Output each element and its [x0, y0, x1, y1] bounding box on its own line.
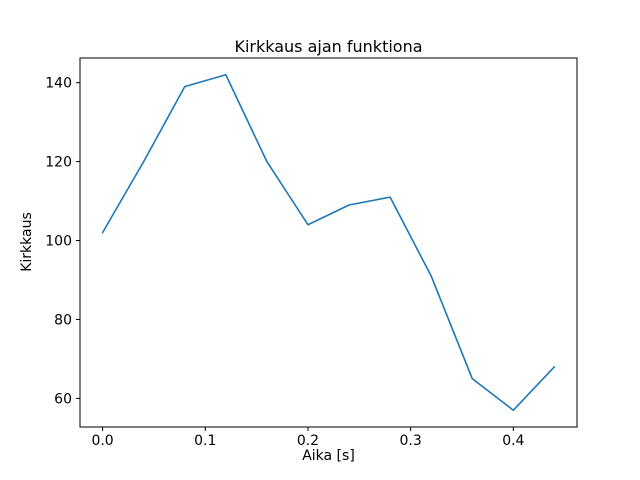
y-tick-label: 60 [54, 391, 72, 407]
chart-title: Kirkkaus ajan funktiona [234, 37, 423, 56]
y-tick-label: 100 [45, 234, 72, 250]
axes-frame [79, 57, 578, 428]
x-tick-label: 0.0 [91, 433, 113, 449]
y-tick-label: 140 [45, 76, 72, 92]
x-tick-label: 0.4 [502, 433, 524, 449]
y-tick-label: 80 [54, 312, 72, 328]
x-axis-label: Aika [s] [302, 448, 355, 464]
x-tick-label: 0.3 [400, 433, 422, 449]
y-tick-label: 120 [45, 155, 72, 171]
x-tick-label: 0.1 [194, 433, 216, 449]
x-tick-label: 0.2 [297, 433, 319, 449]
data-line-series [101, 73, 556, 412]
